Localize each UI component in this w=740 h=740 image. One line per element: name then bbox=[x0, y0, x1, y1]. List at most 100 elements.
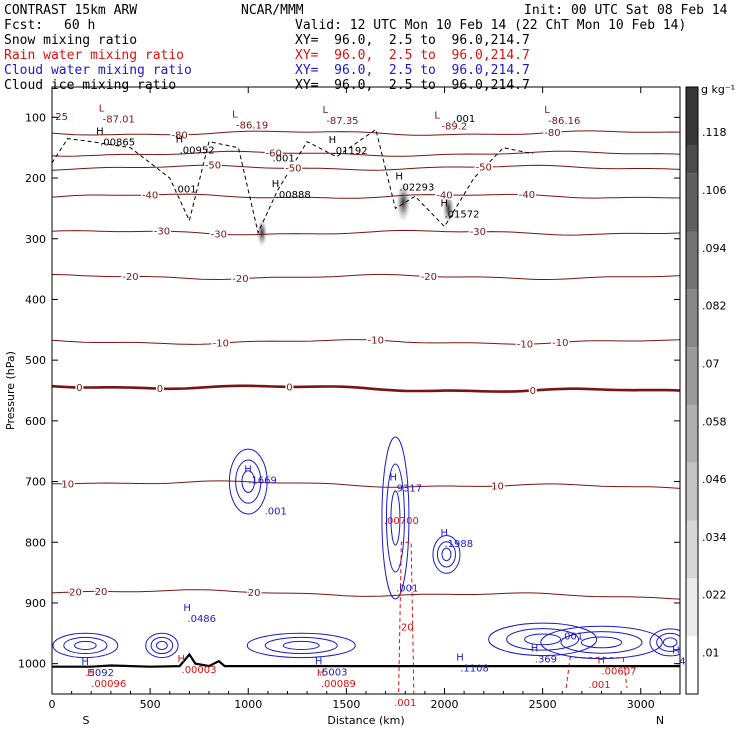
high-value: .9317 bbox=[393, 483, 422, 494]
high-marker: H bbox=[176, 134, 184, 145]
x-tick-label: 1500 bbox=[332, 698, 360, 711]
high-value: .01192 bbox=[333, 146, 368, 157]
org-label: NCAR/MMM bbox=[241, 3, 304, 18]
isotherm-label: -10 bbox=[368, 336, 384, 347]
isotherm-line bbox=[52, 480, 680, 489]
isotherm-label: -10 bbox=[517, 340, 533, 351]
contour-label: .001 bbox=[561, 631, 583, 642]
isotherm-label: 20 bbox=[95, 587, 108, 598]
contour-label: -25 bbox=[52, 112, 68, 123]
isotherm-label: -60 bbox=[266, 148, 282, 159]
cloud-water-contour bbox=[506, 628, 580, 651]
x-tick-label: 2000 bbox=[431, 698, 459, 711]
rain-contour bbox=[398, 541, 415, 694]
low-value: -86.16 bbox=[548, 116, 580, 127]
contour-label: .001 bbox=[174, 185, 196, 196]
x-tick-label: 1000 bbox=[234, 698, 262, 711]
colorbar-segment bbox=[686, 520, 698, 579]
isotherm-line bbox=[52, 150, 680, 157]
high-value: .1108 bbox=[460, 664, 489, 675]
field-xy-cloud-water: XY= 96.0, 2.5 to 96.0,214.7 bbox=[295, 63, 530, 78]
y-tick-label: 1000 bbox=[18, 658, 46, 671]
cloud-water-contour bbox=[235, 459, 262, 504]
contour-label: .001 bbox=[394, 698, 416, 709]
init-time: Init: 00 UTC Sat 08 Feb 14 bbox=[524, 3, 728, 18]
isotherm-label: -30 bbox=[154, 227, 170, 238]
cloud-water-contour bbox=[524, 633, 562, 646]
colorbar-tick-label: .118 bbox=[702, 126, 727, 139]
high-value: .00096 bbox=[91, 679, 126, 690]
isotherm-label: 0 bbox=[286, 382, 292, 393]
isotherm-label: 10 bbox=[491, 482, 504, 493]
colorbar-tick-label: .106 bbox=[702, 184, 727, 197]
high-value: .369 bbox=[535, 655, 557, 666]
x-tick-label: 0 bbox=[49, 698, 56, 711]
cloud-water-contour bbox=[580, 636, 623, 649]
low-marker: L bbox=[232, 109, 238, 120]
cloud-water-contour bbox=[228, 448, 268, 515]
isotherm-label: -50 bbox=[205, 161, 221, 172]
low-marker: L bbox=[99, 103, 105, 114]
snow-maximum bbox=[256, 218, 268, 248]
colorbar-segment bbox=[686, 87, 698, 145]
isotherm-label: 0 bbox=[530, 386, 536, 397]
cloud-water-contour bbox=[74, 640, 97, 650]
cloud-water-contour bbox=[145, 632, 179, 659]
contour-label: 20 bbox=[401, 622, 414, 633]
cloud-water-contour bbox=[656, 632, 680, 652]
colorbar-tick-label: .022 bbox=[702, 589, 727, 602]
model-title: CONTRAST 15km ARW bbox=[4, 3, 138, 18]
colorbar-tick-label: .058 bbox=[702, 415, 727, 428]
y-tick-label: 500 bbox=[25, 354, 46, 367]
x-axis-label: Distance (km) bbox=[327, 714, 404, 727]
cloud-water-contour bbox=[441, 547, 452, 562]
high-value: .00089 bbox=[321, 679, 356, 690]
cloud-water-contour bbox=[662, 637, 678, 648]
contour-label: .00700 bbox=[384, 516, 419, 527]
high-marker: H bbox=[456, 653, 464, 664]
high-marker: H bbox=[178, 654, 186, 665]
isotherm-label: 20 bbox=[69, 587, 82, 598]
colorbar-segment bbox=[686, 347, 698, 405]
rain-contour bbox=[565, 657, 628, 688]
low-value: -86.19 bbox=[236, 120, 268, 131]
y-tick-label: 900 bbox=[25, 597, 46, 610]
isotherm-label: -20 bbox=[122, 272, 138, 283]
colorbar-segment bbox=[686, 578, 698, 637]
plot-frame bbox=[51, 86, 681, 695]
colorbar-tick-label: .046 bbox=[702, 473, 727, 486]
high-marker: H bbox=[329, 135, 337, 146]
high-marker: H bbox=[441, 199, 449, 210]
contour-label: .001 bbox=[272, 154, 294, 165]
cloud-water-contour bbox=[63, 636, 108, 655]
cloud-water-contour bbox=[390, 490, 401, 546]
low-value: -89.2 bbox=[441, 122, 467, 133]
cloud-water-contour bbox=[150, 636, 174, 655]
field-name-cloud-ice: Cloud ice mixing ratio bbox=[4, 78, 177, 93]
isotherm-label: -10 bbox=[213, 339, 229, 350]
high-marker: H bbox=[183, 603, 191, 614]
cloud-water-contour bbox=[436, 541, 456, 568]
contour-label: .001 bbox=[396, 583, 418, 594]
isotherm-label: -50 bbox=[476, 163, 492, 174]
high-marker: H bbox=[244, 464, 252, 475]
field-xy-cloud-ice: XY= 96.0, 2.5 to 96.0,214.7 bbox=[295, 78, 530, 93]
cloud-ice-contour bbox=[52, 128, 533, 235]
snow-maximum bbox=[442, 192, 455, 225]
high-marker: H bbox=[531, 644, 539, 655]
colorbar-segment bbox=[686, 404, 698, 463]
colorbar-segment bbox=[686, 636, 698, 694]
cloud-water-contour bbox=[282, 640, 320, 650]
isotherm-label: -10 bbox=[552, 338, 568, 349]
high-value: .1669 bbox=[248, 475, 277, 486]
y-tick-label: 800 bbox=[25, 536, 46, 549]
isotherm-label: -40 bbox=[142, 191, 158, 202]
y-tick-label: 700 bbox=[25, 476, 46, 489]
cloud-water-contour bbox=[381, 436, 410, 600]
colorbar-tick-label: .07 bbox=[702, 357, 720, 370]
x-end-label-right: N bbox=[656, 714, 664, 727]
high-marker: H bbox=[96, 126, 104, 137]
low-marker: L bbox=[544, 105, 550, 116]
high-value: .5003 bbox=[319, 667, 348, 678]
high-marker: H bbox=[389, 472, 397, 483]
